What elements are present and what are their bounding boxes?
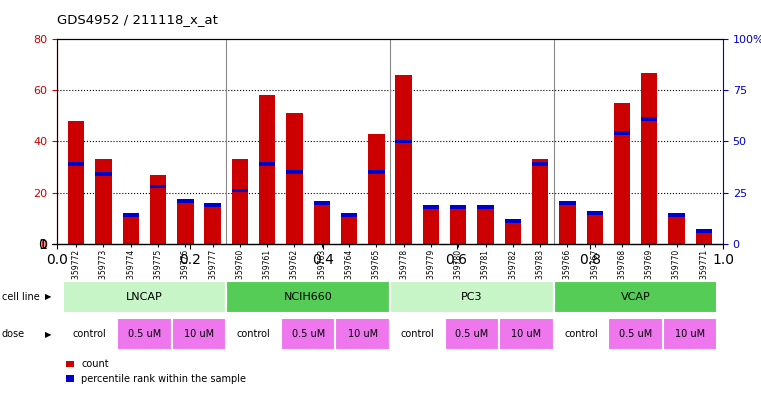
Bar: [641, 117, 658, 121]
Bar: [68, 162, 84, 166]
Bar: [281, 318, 336, 350]
Bar: [668, 213, 685, 217]
Text: 10 uM: 10 uM: [184, 329, 214, 339]
Bar: [286, 170, 303, 174]
Bar: [423, 208, 439, 244]
Bar: [68, 121, 84, 244]
Bar: [396, 75, 412, 244]
Text: control: control: [400, 329, 435, 339]
Bar: [390, 318, 444, 350]
Bar: [205, 205, 221, 244]
Text: dose: dose: [2, 329, 24, 339]
Bar: [668, 215, 685, 244]
Bar: [444, 318, 499, 350]
Text: 0.5 uM: 0.5 uM: [128, 329, 161, 339]
Bar: [172, 318, 226, 350]
Text: NCIH660: NCIH660: [284, 292, 333, 302]
Bar: [123, 213, 139, 217]
Bar: [314, 201, 330, 205]
Bar: [232, 189, 248, 193]
Bar: [505, 219, 521, 223]
Bar: [587, 213, 603, 244]
Bar: [608, 318, 663, 350]
Bar: [123, 213, 139, 244]
Text: GDS4952 / 211118_x_at: GDS4952 / 211118_x_at: [57, 13, 218, 26]
Legend: count, percentile rank within the sample: count, percentile rank within the sample: [62, 356, 250, 388]
Text: 0.5 uM: 0.5 uM: [619, 329, 652, 339]
Bar: [368, 134, 384, 244]
Text: control: control: [237, 329, 270, 339]
Bar: [614, 131, 630, 135]
Bar: [477, 208, 494, 244]
Bar: [117, 318, 172, 350]
Text: 0.5 uM: 0.5 uM: [455, 329, 489, 339]
Bar: [532, 159, 548, 244]
Bar: [663, 318, 718, 350]
Text: cell line: cell line: [2, 292, 40, 302]
Text: 10 uM: 10 uM: [511, 329, 542, 339]
Text: 10 uM: 10 uM: [675, 329, 705, 339]
Bar: [205, 203, 221, 207]
Bar: [286, 113, 303, 244]
Text: ▶: ▶: [45, 330, 52, 338]
Bar: [396, 140, 412, 143]
Bar: [314, 203, 330, 244]
Text: control: control: [564, 329, 598, 339]
Bar: [341, 213, 357, 217]
Text: LNCAP: LNCAP: [126, 292, 163, 302]
Bar: [641, 72, 658, 244]
Bar: [232, 159, 248, 244]
Bar: [150, 174, 166, 244]
Bar: [62, 281, 226, 313]
Bar: [450, 208, 466, 244]
Bar: [423, 205, 439, 209]
Bar: [95, 172, 112, 176]
Bar: [226, 318, 281, 350]
Bar: [614, 103, 630, 244]
Bar: [368, 170, 384, 174]
Bar: [341, 215, 357, 244]
Bar: [150, 185, 166, 188]
Bar: [336, 318, 390, 350]
Bar: [696, 230, 712, 233]
Bar: [587, 211, 603, 215]
Bar: [554, 318, 608, 350]
Text: VCAP: VCAP: [621, 292, 651, 302]
Text: 0.5 uM: 0.5 uM: [291, 329, 325, 339]
Bar: [505, 220, 521, 244]
Text: control: control: [73, 329, 107, 339]
Bar: [259, 162, 275, 166]
Bar: [95, 159, 112, 244]
Bar: [559, 201, 575, 205]
Bar: [226, 281, 390, 313]
Bar: [499, 318, 554, 350]
Bar: [177, 203, 193, 244]
Bar: [450, 205, 466, 209]
Bar: [390, 281, 554, 313]
Text: 10 uM: 10 uM: [348, 329, 377, 339]
Bar: [177, 199, 193, 203]
Bar: [532, 162, 548, 166]
Bar: [477, 205, 494, 209]
Bar: [696, 231, 712, 244]
Text: ▶: ▶: [45, 292, 52, 301]
Bar: [62, 318, 117, 350]
Bar: [559, 203, 575, 244]
Text: PC3: PC3: [461, 292, 482, 302]
Bar: [554, 281, 718, 313]
Bar: [259, 95, 275, 244]
